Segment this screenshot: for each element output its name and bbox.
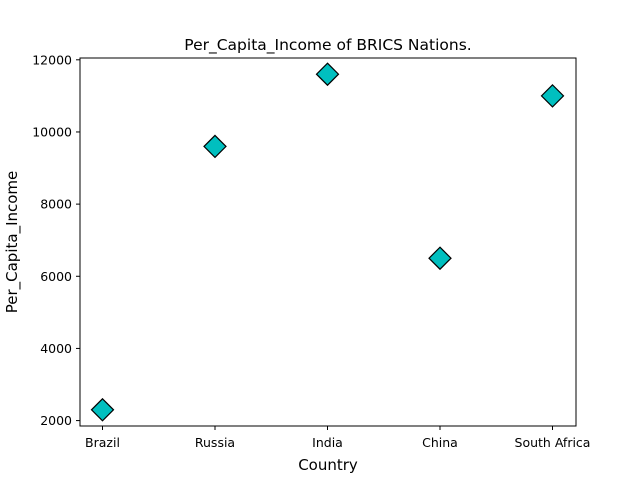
y-tick-label: 2000 [40, 413, 72, 428]
y-tick-label: 8000 [40, 197, 72, 212]
x-axis: Brazil Russia India China South Africa [85, 426, 590, 450]
data-point-south-africa [540, 84, 565, 108]
y-tick-label: 6000 [40, 269, 72, 284]
x-tick-label: South Africa [515, 435, 591, 450]
y-tick-label: 12000 [32, 52, 72, 67]
data-point-brazil [90, 397, 115, 422]
y-axis: 2000 4000 6000 8000 10000 12000 [32, 52, 80, 428]
y-axis-label: Per_Capita_Income [3, 171, 22, 314]
data-point-india [315, 62, 340, 87]
data-points [90, 62, 565, 422]
x-axis-label: Country [298, 456, 358, 474]
data-point-russia [203, 134, 227, 159]
x-tick-label: India [312, 435, 343, 450]
x-tick-label: China [422, 435, 458, 450]
plot-area-frame [79, 57, 577, 427]
data-point-china [428, 246, 452, 271]
y-tick-label: 10000 [32, 124, 72, 139]
chart-title: Per_Capita_Income of BRICS Nations. [184, 36, 471, 55]
x-tick-label: Brazil [85, 435, 120, 450]
y-tick-label: 4000 [40, 341, 72, 356]
x-tick-label: Russia [195, 435, 235, 450]
